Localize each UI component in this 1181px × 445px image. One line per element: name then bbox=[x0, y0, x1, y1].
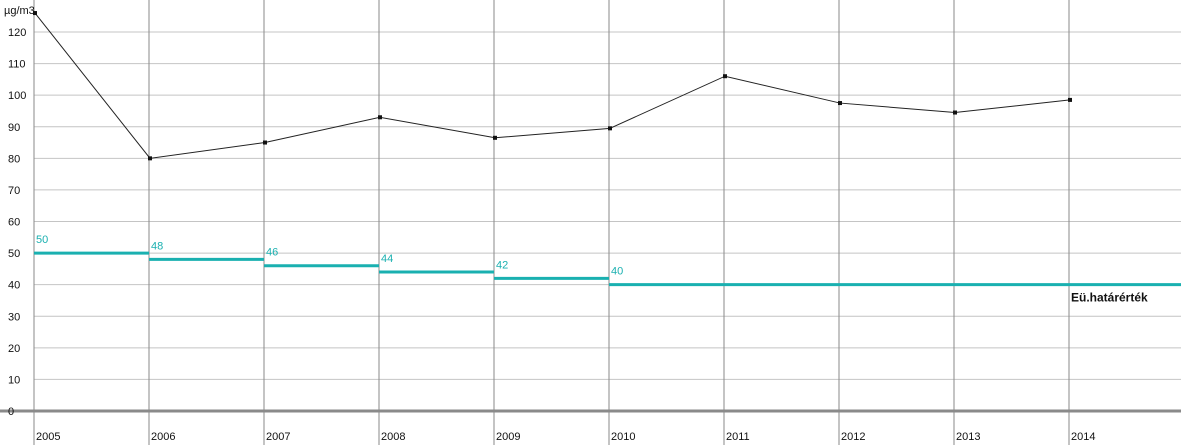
y-tick-label: 60 bbox=[8, 217, 20, 229]
x-tick-label: 2014 bbox=[1071, 431, 1095, 443]
y-tick-label: 70 bbox=[8, 185, 20, 197]
tick-labels: 0 10 20 30 40 50 60 70 80 90 100 110 120 2005 2006 2007… bbox=[8, 27, 1095, 443]
data-point bbox=[378, 115, 382, 120]
y-tick-label: 10 bbox=[8, 374, 20, 386]
y-tick-label: 30 bbox=[8, 311, 20, 323]
x-tick-label: 2010 bbox=[611, 431, 635, 443]
data-point bbox=[1068, 97, 1072, 102]
y-tick-label: 100 bbox=[8, 90, 26, 102]
limit-value-label: 46 bbox=[266, 247, 278, 259]
data-point bbox=[493, 135, 497, 140]
x-tick-label: 2009 bbox=[496, 431, 520, 443]
x-tick-label: 2008 bbox=[381, 431, 405, 443]
y-tick-label: 0 bbox=[8, 406, 14, 418]
data-point bbox=[608, 126, 612, 131]
x-tick-label: 2011 bbox=[726, 431, 750, 443]
limit-value-label: 50 bbox=[36, 234, 48, 246]
y-tick-label: 90 bbox=[8, 122, 20, 134]
y-tick-label: 80 bbox=[8, 153, 20, 165]
data-point bbox=[723, 74, 727, 79]
data-point bbox=[33, 11, 37, 16]
x-tick-label: 2007 bbox=[266, 431, 290, 443]
x-tick-label: 2013 bbox=[956, 431, 980, 443]
limit-value-label: 40 bbox=[611, 266, 623, 278]
measured-series bbox=[33, 11, 1072, 161]
limit-value-label: 44 bbox=[381, 253, 393, 265]
x-tick-label: 2012 bbox=[841, 431, 865, 443]
y-tick-label: 120 bbox=[8, 27, 26, 39]
grid bbox=[33, 0, 1181, 445]
y-tick-label: 50 bbox=[8, 248, 20, 260]
y-tick-label: 40 bbox=[8, 280, 20, 292]
health-limit-series: 50 48 46 44 42 40 Eü.határérték bbox=[34, 234, 1181, 305]
x-tick-label: 2005 bbox=[36, 431, 60, 443]
limit-value-label: 42 bbox=[496, 259, 508, 271]
measured-line bbox=[34, 12, 1071, 159]
y-tick-label: 20 bbox=[8, 343, 20, 355]
y-tick-label: 110 bbox=[8, 59, 26, 71]
limit-series-label: Eü.határérték bbox=[1071, 291, 1148, 305]
data-point bbox=[148, 156, 152, 161]
limit-value-label: 48 bbox=[151, 240, 163, 252]
data-point bbox=[263, 140, 267, 145]
data-point bbox=[953, 110, 957, 115]
y-axis-label: µg/m3 bbox=[4, 5, 35, 17]
x-tick-label: 2006 bbox=[151, 431, 175, 443]
data-point bbox=[838, 101, 842, 106]
